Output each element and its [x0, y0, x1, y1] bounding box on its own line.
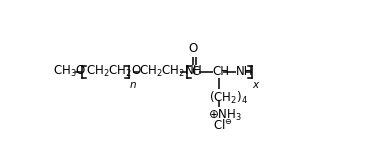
Text: O: O [189, 42, 198, 55]
Text: Cl$^{\ominus}$: Cl$^{\ominus}$ [213, 118, 233, 133]
Text: CH$_2$CH$_2$NH: CH$_2$CH$_2$NH [139, 64, 202, 79]
Text: x: x [253, 80, 259, 89]
Text: CH: CH [212, 65, 229, 78]
Text: CH$_3$O: CH$_3$O [53, 64, 87, 79]
Text: n: n [129, 80, 136, 89]
Text: C: C [191, 65, 199, 78]
Text: CH$_2$CH$_2$O: CH$_2$CH$_2$O [86, 64, 142, 79]
Text: (CH$_2$)$_4$: (CH$_2$)$_4$ [209, 90, 248, 106]
Text: $\oplus$NH$_3$: $\oplus$NH$_3$ [208, 108, 242, 123]
Text: NH: NH [236, 65, 253, 78]
